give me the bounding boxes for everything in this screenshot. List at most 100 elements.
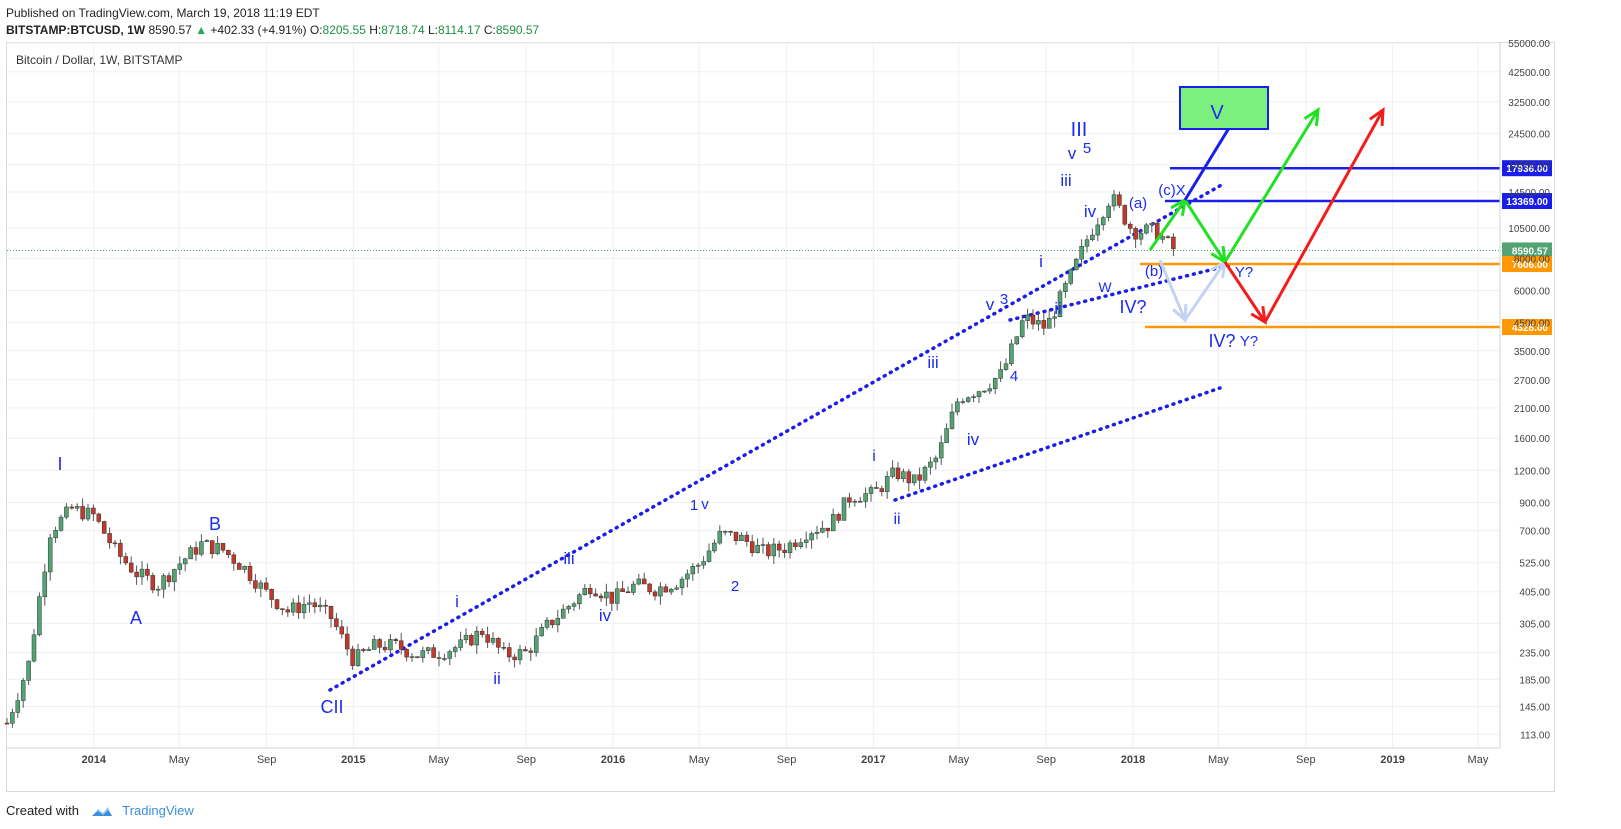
- scenario-arrows: [1148, 86, 1385, 325]
- candle: [258, 582, 264, 589]
- candle: [1171, 236, 1176, 249]
- candle: [442, 658, 447, 660]
- level-badge: [1502, 160, 1552, 177]
- y-tick-label: 2100.00: [1514, 404, 1551, 415]
- candle: [398, 640, 404, 650]
- y-tick-label: 700.00: [1519, 527, 1550, 538]
- candle: [1057, 291, 1063, 318]
- scenario-arrow-green-2: [1183, 199, 1227, 263]
- candle: [793, 542, 798, 547]
- candle: [253, 580, 258, 589]
- candle: [814, 531, 820, 534]
- candle: [458, 639, 463, 648]
- wave-label: IV?: [1119, 297, 1146, 317]
- candle: [1100, 217, 1106, 226]
- candle: [1046, 318, 1052, 329]
- y-tick-label: 18500.00: [1508, 161, 1550, 172]
- candle: [479, 630, 485, 635]
- candle: [523, 649, 528, 652]
- candle: [1106, 205, 1111, 218]
- candle: [512, 656, 517, 661]
- candle: [463, 635, 469, 641]
- candle: [1165, 236, 1171, 238]
- candle: [879, 488, 885, 492]
- last-price: 8590.57: [148, 23, 192, 37]
- candle: [188, 547, 193, 560]
- trendlines: [328, 181, 1232, 692]
- candle: [139, 568, 145, 578]
- candle: [587, 588, 593, 595]
- x-tick-label: Sep: [777, 754, 797, 766]
- candle: [863, 493, 868, 502]
- candle: [312, 602, 318, 608]
- candle: [598, 595, 604, 599]
- candle: [485, 634, 490, 643]
- chart-grid: [7, 42, 1500, 748]
- candle: [674, 587, 679, 590]
- wave-label: 3: [1000, 291, 1008, 308]
- candle: [830, 514, 836, 532]
- candle: [490, 638, 496, 643]
- x-tick-label: 2018: [1121, 754, 1145, 766]
- candle: [566, 606, 571, 610]
- y-tick-label: 185.00: [1519, 675, 1550, 686]
- candle: [101, 521, 107, 534]
- candle: [1073, 258, 1079, 270]
- candle: [307, 602, 312, 605]
- candle: [80, 506, 85, 520]
- y-tick-label: 1200.00: [1514, 466, 1551, 477]
- candle: [901, 471, 906, 479]
- candle: [582, 588, 588, 595]
- candle: [37, 596, 42, 636]
- tradingview-link[interactable]: TradingView: [122, 803, 194, 818]
- wave-label: i: [455, 592, 459, 611]
- candle: [74, 506, 80, 509]
- y-tick-label: 10500.00: [1508, 224, 1550, 235]
- candle: [393, 639, 399, 642]
- candle: [280, 608, 285, 610]
- candle: [787, 542, 793, 553]
- candle: [771, 543, 777, 557]
- symbol-label[interactable]: BITSTAMP:BTCUSD, 1W: [6, 23, 146, 37]
- created-with-text: Created with: [6, 803, 79, 818]
- candle: [965, 397, 971, 402]
- wave-label: i: [872, 448, 876, 465]
- x-tick-label: 2015: [341, 754, 365, 766]
- candle: [982, 390, 987, 393]
- candle: [1095, 224, 1101, 236]
- candle: [528, 650, 534, 653]
- candle: [172, 569, 177, 583]
- candle: [1009, 343, 1014, 365]
- candle: [1019, 320, 1025, 337]
- candle: [220, 543, 226, 551]
- wave-label: ii: [1054, 299, 1062, 318]
- candle: [42, 571, 48, 597]
- candle: [377, 639, 382, 648]
- wave-label: IV?: [1208, 331, 1235, 351]
- candle: [469, 635, 474, 646]
- candle: [334, 618, 339, 628]
- candle: [452, 647, 458, 652]
- candle: [47, 537, 53, 573]
- candle: [388, 639, 393, 651]
- y-tick-label: 235.00: [1519, 649, 1550, 660]
- scenario-arrow-green-3-head: [1303, 107, 1320, 127]
- y-tick-label: 113.00: [1520, 730, 1550, 741]
- wave-label: (c)X: [1158, 182, 1186, 199]
- y-tick-label: 55000.00: [1508, 39, 1550, 50]
- candle: [269, 589, 274, 600]
- candle: [803, 539, 809, 543]
- candle: [744, 534, 750, 542]
- x-tick-label: May: [1468, 754, 1489, 766]
- candle: [836, 514, 841, 521]
- candle: [317, 604, 323, 608]
- wave-label: 1: [690, 497, 698, 514]
- dotted-trendline: [893, 386, 1222, 502]
- candle: [1079, 246, 1084, 260]
- wave-label: I: [57, 454, 62, 474]
- close-value: 8590.57: [495, 23, 540, 37]
- candle: [344, 633, 350, 650]
- tradingview-logo-icon: [91, 807, 112, 817]
